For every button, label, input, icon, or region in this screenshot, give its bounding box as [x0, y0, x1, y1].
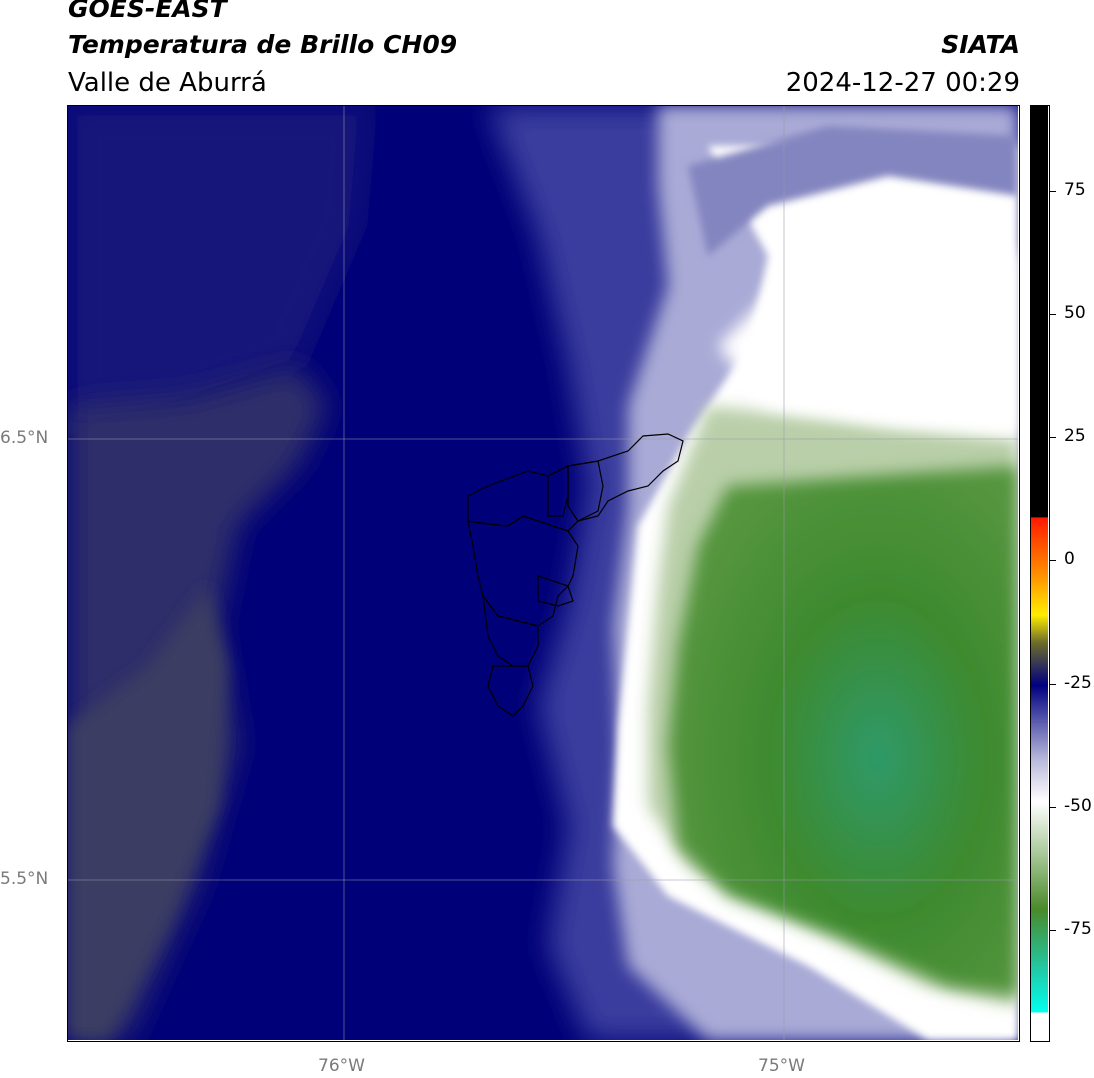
colorbar-tick-0	[1050, 560, 1056, 561]
colorbar-label-neg25: -25	[1064, 673, 1092, 693]
brightness-temperature-map[interactable]	[67, 105, 1020, 1042]
colorbar-tick-25	[1050, 437, 1056, 438]
colorbar-tick-75	[1050, 191, 1056, 192]
top-streak	[688, 126, 1018, 256]
colorbar-fill	[1031, 106, 1048, 1040]
colorbar-tick-50	[1050, 314, 1056, 315]
title-organization: SIATA	[941, 30, 1020, 59]
colorbar-label-75: 75	[1064, 180, 1086, 200]
title-satellite: GOES-EAST	[68, 0, 227, 23]
colorbar-tick-neg25	[1050, 684, 1056, 685]
lat-label-6.5: 6.5°N	[0, 428, 49, 448]
valle-de-aburra-boundary	[467, 433, 684, 717]
colorbar-label-neg50: -50	[1064, 796, 1092, 816]
colorbar-tick-neg50	[1050, 807, 1056, 808]
navy-patch-west	[68, 106, 368, 436]
colorbar-label-neg75: -75	[1064, 919, 1092, 939]
deep-convection-core	[668, 466, 1018, 996]
lon-label-76: 76°W	[318, 1056, 365, 1076]
colorbar-tick-neg75	[1050, 930, 1056, 931]
title-datetime: 2024-12-27 00:29	[785, 68, 1020, 98]
white-cloud-top	[718, 216, 1018, 436]
title-region: Valle de Aburrá	[68, 68, 267, 98]
colorbar-label-50: 50	[1064, 303, 1086, 323]
grey-southwest	[68, 586, 228, 1040]
colorbar-label-25: 25	[1064, 426, 1086, 446]
lon-label-75: 75°W	[758, 1056, 805, 1076]
lat-label-5.5: 5.5°N	[0, 869, 49, 889]
colorbar	[1030, 105, 1050, 1042]
colorbar-label-0: 0	[1064, 549, 1075, 569]
title-product: Temperatura de Brillo CH09	[68, 30, 458, 59]
